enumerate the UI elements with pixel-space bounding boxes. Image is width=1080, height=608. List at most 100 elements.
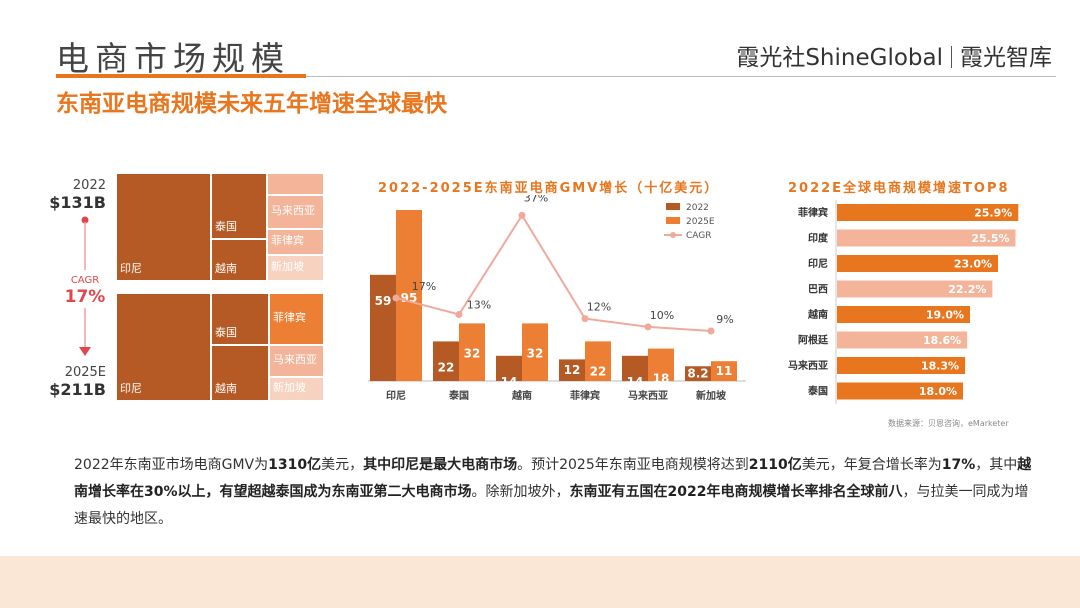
treemap-top-value: $131B [49, 193, 106, 212]
summary-text-7: ，与拉美一同成为增速最快的地区。 [74, 484, 1029, 527]
treemap-top-year: 2022 [72, 178, 106, 193]
summary-text-1: 2022年东南亚市场电商GMV为 [74, 457, 269, 473]
top8-bar [837, 357, 966, 374]
legend-swatch-2025e [666, 217, 680, 224]
top8-value-label: 23.0% [954, 258, 992, 271]
top8-category-label: 越南 [807, 308, 828, 321]
summary-text-5: ，其中 [975, 457, 1018, 473]
gmv-label-2025e: 32 [464, 346, 481, 360]
gmv-bar-2025e [648, 348, 674, 381]
gmv-cagr-label: 10% [650, 309, 674, 322]
gmv-bar-2022 [559, 359, 585, 381]
treemap-cell-singapore-2022: 新加坡 [267, 255, 324, 281]
top8-bar [837, 204, 1019, 221]
summary-bold-4: 17% [941, 457, 976, 473]
gmv-bar-2022 [433, 341, 459, 381]
source-note: 数据来源：贝恩咨询，eMarketer [888, 419, 1009, 428]
summary-bold-5: 越南增长率在30%以上，有望超越泰国成为东南亚第二大电商市场 [74, 457, 1032, 500]
top8-category-label: 菲律宾 [798, 206, 828, 219]
legend-label-2022: 2022 [686, 203, 709, 213]
summary-bold-3: 2110亿 [748, 457, 802, 473]
gmv-bar-2022 [685, 366, 711, 381]
summary-text-4: 美元，年复合增长率为 [801, 457, 942, 473]
top8-category-label: 马来西亚 [788, 359, 828, 372]
gmv-cagr-point [581, 315, 589, 323]
summary-text-3: 。预计2025年东南亚电商规模将达到 [517, 457, 749, 473]
treemap-2022: 印尼 泰国 越南 马来西亚 菲律宾 新加坡 [116, 173, 324, 281]
cagr-arrow-start-dot [81, 216, 89, 224]
summary-paragraph: 2022年东南亚市场电商GMV为1310亿美元，其中印尼是最大电商市场。预计20… [74, 452, 1034, 533]
legend-label-cagr: CAGR [686, 231, 712, 241]
treemap-cell-philippines-2022: 菲律宾 [267, 229, 324, 255]
top8-chart-title: 2022E全球电商规模增速TOP8 [788, 181, 1010, 196]
gmv-label-2025e: 32 [527, 346, 544, 360]
treemap-2025e: 印尼 泰国 越南 菲律宾 马来西亚 新加坡 [116, 293, 324, 401]
treemap-cell-philippines-2025e: 菲律宾 [269, 293, 324, 345]
treemap-cell-indonesia-2025e: 印尼 [116, 293, 211, 401]
gmv-cagr-label: 12% [587, 301, 611, 314]
top8-bar [837, 280, 993, 298]
brand-name-latin: ShineGlobal [805, 45, 943, 71]
gmv-bar-2022 [370, 274, 396, 381]
gmv-label-2022: 22 [438, 360, 455, 374]
top8-category-label: 印度 [808, 232, 829, 245]
brand-divider [951, 46, 952, 68]
treemap-cell-vietnam-2022: 越南 [211, 239, 267, 281]
gmv-x-tick: 新加坡 [696, 389, 727, 402]
treemap-cell-thailand-2022: 泰国 [211, 173, 267, 239]
gmv-bar-2022 [496, 355, 522, 381]
gmv-bar-2025e [585, 341, 611, 381]
treemap-cell-vietnam-2025e: 越南 [211, 345, 269, 401]
gmv-label-2025e: 11 [716, 364, 733, 378]
treemap-cell-indonesia-2022: 印尼 [116, 173, 211, 281]
treemap-cell-top-filler [267, 173, 324, 195]
gmv-cagr-label: 17% [412, 280, 436, 293]
top8-category-label: 巴西 [808, 284, 828, 296]
gmv-label-2025e: 18 [653, 372, 670, 386]
header-rule [56, 76, 1056, 77]
gmv-cagr-point [392, 294, 400, 302]
footer-band [0, 556, 1080, 608]
cagr-label: CAGR [70, 275, 100, 286]
gmv-bar-2025e [459, 323, 485, 381]
top8-category-label: 泰国 [807, 385, 828, 398]
gmv-cagr-label: 37% [524, 195, 548, 204]
cagr-arrow [79, 216, 91, 356]
treemap-cell-malaysia-2022: 马来西亚 [267, 195, 324, 229]
gmv-cagr-point [455, 310, 463, 318]
brand-name-think-tank: 霞光智库 [960, 45, 1052, 71]
summary-text-2: 美元， [321, 457, 364, 473]
page-title: 电商市场规模 [56, 39, 290, 78]
gmv-bar-2025e [396, 210, 422, 381]
brand-name-cn: 霞光社 [736, 45, 806, 71]
treemap-cell-malaysia-2025e: 马来西亚 [269, 345, 324, 377]
top8-value-label: 19.0% [926, 309, 964, 322]
gmv-x-tick: 泰国 [448, 389, 469, 402]
summary-bold-2: 其中印尼是最大电商市场 [363, 457, 518, 473]
summary-bold-1: 1310亿 [268, 457, 322, 473]
gmv-x-tick: 越南 [511, 389, 532, 402]
top8-bar [837, 382, 963, 400]
top8-value-label: 18.3% [921, 360, 959, 373]
legend-dot-cagr [670, 232, 676, 238]
cagr-value: 17% [64, 287, 106, 307]
treemap-bottom-value: $211B [49, 380, 106, 399]
gmv-cagr-line [395, 213, 712, 332]
treemap-bottom-year: 2025E [64, 365, 106, 380]
top8-category-label: 印尼 [808, 258, 828, 270]
treemap-cell-thailand-2025e: 泰国 [211, 293, 269, 345]
top8-bar [837, 229, 1016, 247]
top8-bar [837, 255, 998, 272]
gmv-cagr-label: 13% [467, 298, 491, 311]
gmv-bar-2025e [711, 361, 737, 381]
top8-value-label: 25.5% [971, 232, 1009, 245]
summary-text-6: 。除新加坡外， [471, 484, 570, 500]
header-accent-bar [56, 74, 306, 78]
top8-bar [837, 306, 970, 323]
gmv-x-tick: 马来西亚 [628, 389, 668, 402]
page-subtitle: 东南亚电商规模未来五年增速全球最快 [56, 91, 447, 117]
top8-value-label: 18.0% [919, 385, 957, 398]
gmv-label-2022: 14 [501, 375, 518, 389]
legend-label-2025e: 2025E [686, 217, 715, 227]
